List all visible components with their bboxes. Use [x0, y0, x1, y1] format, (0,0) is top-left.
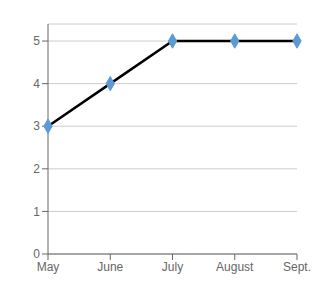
svg-text:2: 2 [33, 162, 40, 176]
svg-text:1: 1 [33, 205, 40, 219]
svg-text:3: 3 [33, 119, 40, 133]
svg-text:5: 5 [33, 34, 40, 48]
svg-text:4: 4 [33, 77, 40, 91]
svg-text:0: 0 [33, 247, 40, 261]
svg-text:May: May [37, 260, 60, 274]
svg-text:August: August [216, 260, 254, 274]
svg-text:July: July [162, 260, 183, 274]
svg-text:Sept.: Sept. [283, 260, 311, 274]
svg-text:June: June [97, 260, 123, 274]
